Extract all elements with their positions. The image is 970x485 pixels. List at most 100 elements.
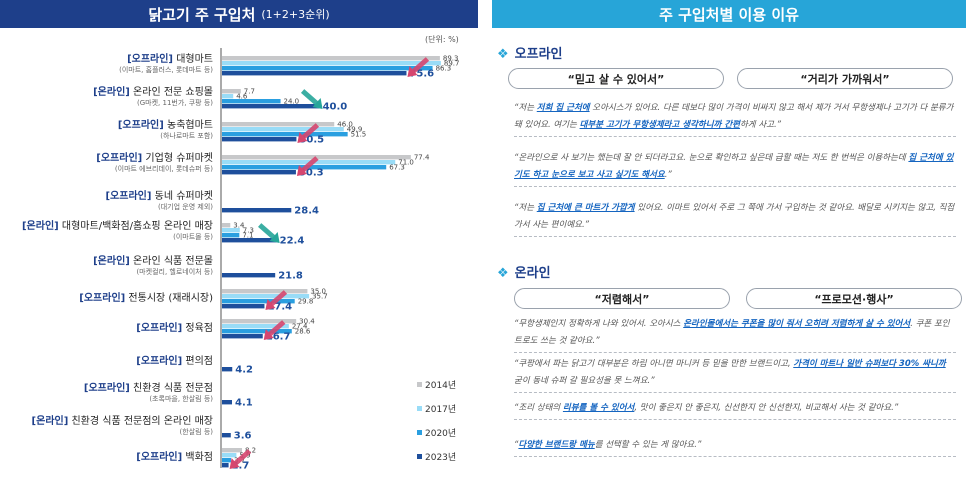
bar-2017-1 <box>222 94 234 99</box>
online-quote-2: “쿠팡에서 파는 닭고기 대부분은 하림 아니면 마니커 등 믿을 만한 브랜드… <box>514 356 956 393</box>
bar-2023-10 <box>222 400 233 405</box>
data-label: 75.6 <box>409 69 434 80</box>
category-label: [오프라인] 친환경 식품 전문점 <box>84 381 213 394</box>
bar-2017-12 <box>222 453 237 458</box>
category-note: (이마트, 홈플러스, 롯데마트 등) <box>119 65 213 74</box>
data-label: 30.3 <box>299 168 324 179</box>
data-label: 35.0 <box>310 288 326 296</box>
data-label: 2.7 <box>232 461 250 472</box>
data-label: 8.2 <box>245 447 256 455</box>
legend-swatch-2023년 <box>417 454 422 459</box>
offline-quote-3: “저는 집 근처에 큰 마트가 가깝게 있어요. 이마트 있어서 주로 그 쪽에… <box>514 200 956 237</box>
category-label: [오프라인] 기업형 슈퍼마켓 <box>96 151 213 164</box>
data-label: 49.9 <box>347 126 363 134</box>
bar-2023-4 <box>222 208 292 213</box>
online-reason-cheap: “저렴해서” <box>514 288 730 309</box>
data-label: 29.8 <box>298 298 314 306</box>
category-note: (G마켓, 11번가, 쿠팡 등) <box>137 98 213 107</box>
bar-2014-7 <box>222 289 308 294</box>
legend-label-2020년: 2020년 <box>425 428 456 439</box>
bar-2017-8 <box>222 324 289 329</box>
bar-2017-5 <box>222 228 240 233</box>
trend-arrow-down <box>409 57 430 75</box>
data-label: 30.4 <box>299 318 315 326</box>
offline-reason-trust: “믿고 살 수 있어서” <box>508 68 724 89</box>
category-label: [오프라인] 농축협마트 <box>118 118 213 131</box>
bar-2023-3 <box>222 170 296 175</box>
data-label: 35.7 <box>312 293 328 301</box>
data-label: 67.3 <box>389 164 405 172</box>
bar-2017-2 <box>222 127 344 132</box>
bar-2017-7 <box>222 294 310 299</box>
data-label: 46.0 <box>337 121 353 129</box>
trend-arrowhead-down <box>263 329 274 340</box>
data-label: 71.0 <box>398 159 414 167</box>
diamond-icon: ❖ <box>497 47 509 62</box>
offline-quote-2: “온라인으로 사 보기는 했는데 잘 안 되더라고요. 눈으로 확인하고 싶은데… <box>514 150 956 187</box>
bar-2023-6 <box>222 273 276 278</box>
category-label: [온라인] 대형마트/백화점/홈쇼핑 온라인 매장 <box>22 219 213 232</box>
category-note: (대기업 운영 제외) <box>158 202 213 211</box>
chart-title: 닭고기 주 구입처 <box>148 5 256 24</box>
online-quote-1: “무항생제인지 정확하게 나와 있어서. 오아시스 온라인몰에서는 쿠폰을 많이… <box>514 316 956 353</box>
trend-arrow-down <box>299 123 320 141</box>
trend-arrowhead-up <box>312 98 323 109</box>
category-label: [온라인] 온라인 식품 전문몰 <box>93 254 213 267</box>
category-note: (이마트몰 등) <box>173 232 213 241</box>
category-note: (하나로마트 포함) <box>160 131 213 140</box>
category-note: (마켓컬리, 헬로네이처 등) <box>136 267 213 276</box>
category-note: (이마트 에브리데이, 롯데슈퍼 등) <box>115 164 213 173</box>
bar-2023-12 <box>222 463 229 468</box>
bar-2014-12 <box>222 448 243 453</box>
offline-heading: ❖ 오프라인 <box>497 47 563 62</box>
legend-swatch-2020년 <box>417 430 422 435</box>
bar-2023-5 <box>222 238 277 243</box>
data-label: 28.6 <box>295 328 311 336</box>
trend-arrowhead-up <box>269 232 280 243</box>
bar-2014-2 <box>222 122 335 127</box>
trend-arrow-down <box>299 156 319 174</box>
legend-swatch-2017년 <box>417 406 422 411</box>
online-heading: ❖ 온라인 <box>497 266 551 281</box>
bar-2023-11 <box>222 433 231 438</box>
data-label: 3.6 <box>234 431 252 442</box>
bar-2020-12 <box>222 458 232 463</box>
data-label: 30.5 <box>299 135 324 146</box>
legend-label-2014년: 2014년 <box>425 380 456 391</box>
reasons-title: 주 구입처별 이용 이유 <box>659 5 799 24</box>
legend-label-2017년: 2017년 <box>425 404 456 415</box>
data-label: 51.5 <box>351 131 367 139</box>
online-quote-3: “조리 상태의 리뷰를 볼 수 있어서, 맛이 좋은지 안 좋은지, 신선한지 … <box>514 400 956 420</box>
trend-arrow-down <box>266 320 286 338</box>
data-label: 77.4 <box>414 154 430 162</box>
trend-arrowhead-down <box>297 132 308 143</box>
category-label: [오프라인] 전통시장 (재래시장) <box>79 291 213 304</box>
data-label: 7.7 <box>244 88 255 96</box>
data-label: 86.3 <box>436 65 452 73</box>
diamond-icon: ❖ <box>497 266 509 281</box>
data-label: 3.4 <box>233 222 245 230</box>
category-label: [오프라인] 백화점 <box>136 450 213 463</box>
data-label: 27.4 <box>292 323 308 331</box>
trend-arrowhead-down <box>407 66 418 77</box>
trend-arrowhead-down <box>265 299 276 310</box>
data-label: 21.8 <box>278 271 303 282</box>
online-quote-4: “다양한 브랜드랑 메뉴를 선택할 수 있는 게 많아요.” <box>514 437 956 457</box>
legend-swatch-2014년 <box>417 382 422 387</box>
category-note: (한살림 등) <box>180 427 214 436</box>
data-label: 40.0 <box>323 102 348 113</box>
bar-2014-3 <box>222 155 411 160</box>
bar-2014-5 <box>222 223 231 228</box>
bar-2023-1 <box>222 104 320 109</box>
data-label: 22.4 <box>280 236 305 247</box>
data-label: 4.1 <box>235 398 253 409</box>
bar-2020-0 <box>222 66 433 71</box>
data-label: 28.4 <box>294 206 319 217</box>
trend-arrow-up <box>300 89 321 107</box>
data-label: 24.0 <box>284 98 300 106</box>
category-label: [오프라인] 편의점 <box>136 354 213 367</box>
data-label: 89.3 <box>443 55 459 63</box>
online-reason-promotion: “프로모션·행사” <box>746 288 962 309</box>
category-label: [오프라인] 정육점 <box>136 321 213 334</box>
bar-2020-8 <box>222 329 292 334</box>
